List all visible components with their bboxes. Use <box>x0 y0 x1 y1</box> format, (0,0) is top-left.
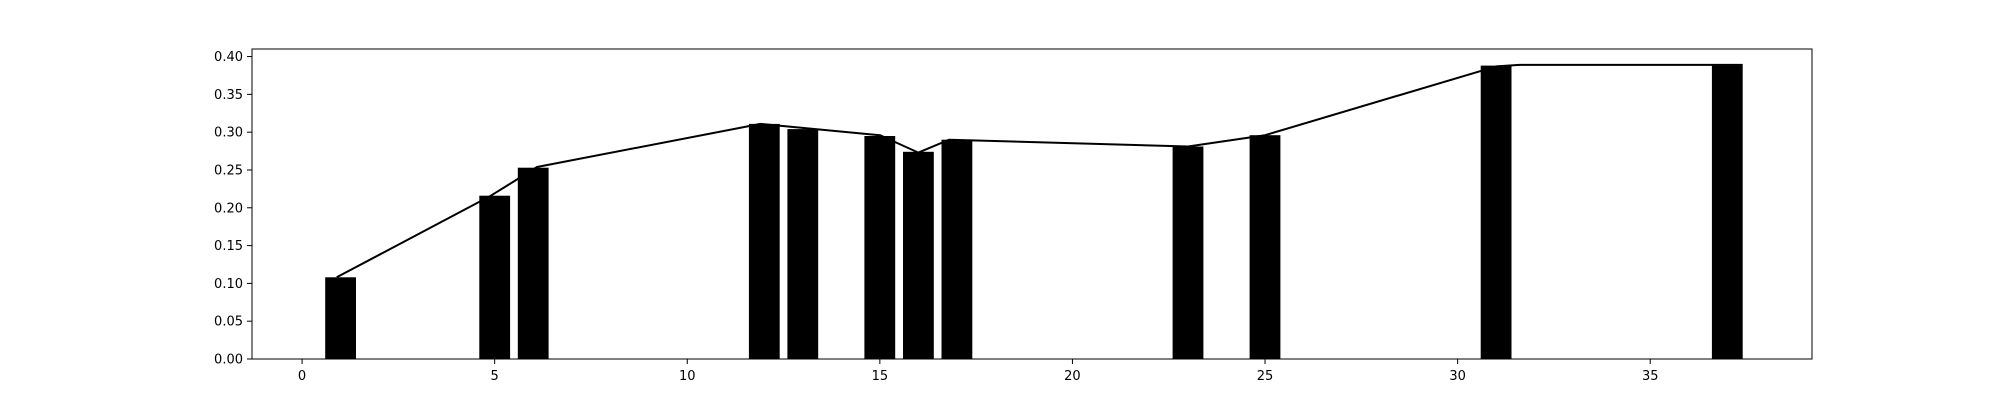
bar <box>325 277 356 359</box>
y-tick-label: 0.10 <box>214 277 243 292</box>
x-tick-label: 5 <box>491 369 499 384</box>
x-axis: 0 5 10 15 20 25 30 35 <box>298 359 1659 384</box>
x-tick-label: 20 <box>1064 369 1081 384</box>
y-tick-label: 0.00 <box>214 353 243 368</box>
trend-line-group <box>336 63 1743 279</box>
bar <box>787 129 819 359</box>
bar <box>1172 146 1204 359</box>
y-tick-label: 0.20 <box>214 201 243 216</box>
bars <box>325 65 1743 360</box>
y-tick-label: 0.40 <box>214 50 243 65</box>
bar <box>1249 135 1281 359</box>
y-axis: 0.00 0.05 0.10 0.15 0.20 0.25 0.30 0.35 0.40 <box>214 50 252 368</box>
x-tick-label: 35 <box>1642 369 1659 384</box>
plot-frame <box>251 48 1813 360</box>
bar <box>517 167 549 359</box>
bar <box>479 195 511 359</box>
x-tick-label: 0 <box>298 369 306 384</box>
bar <box>864 136 896 359</box>
bar <box>1711 65 1743 359</box>
y-tick-label: 0.35 <box>214 88 243 103</box>
bar <box>941 139 973 359</box>
trend-line <box>336 63 1743 279</box>
bar <box>903 151 934 359</box>
y-tick-label: 0.15 <box>214 239 243 254</box>
x-tick-label: 15 <box>872 369 889 384</box>
y-tick-label: 0.25 <box>214 163 243 178</box>
bar <box>748 123 780 360</box>
x-tick-label: 25 <box>1257 369 1274 384</box>
y-tick-label: 0.05 <box>214 315 243 330</box>
x-tick-label: 10 <box>679 369 696 384</box>
x-tick-label: 30 <box>1449 369 1466 384</box>
y-tick-label: 0.30 <box>214 126 243 141</box>
bar <box>1480 65 1512 359</box>
